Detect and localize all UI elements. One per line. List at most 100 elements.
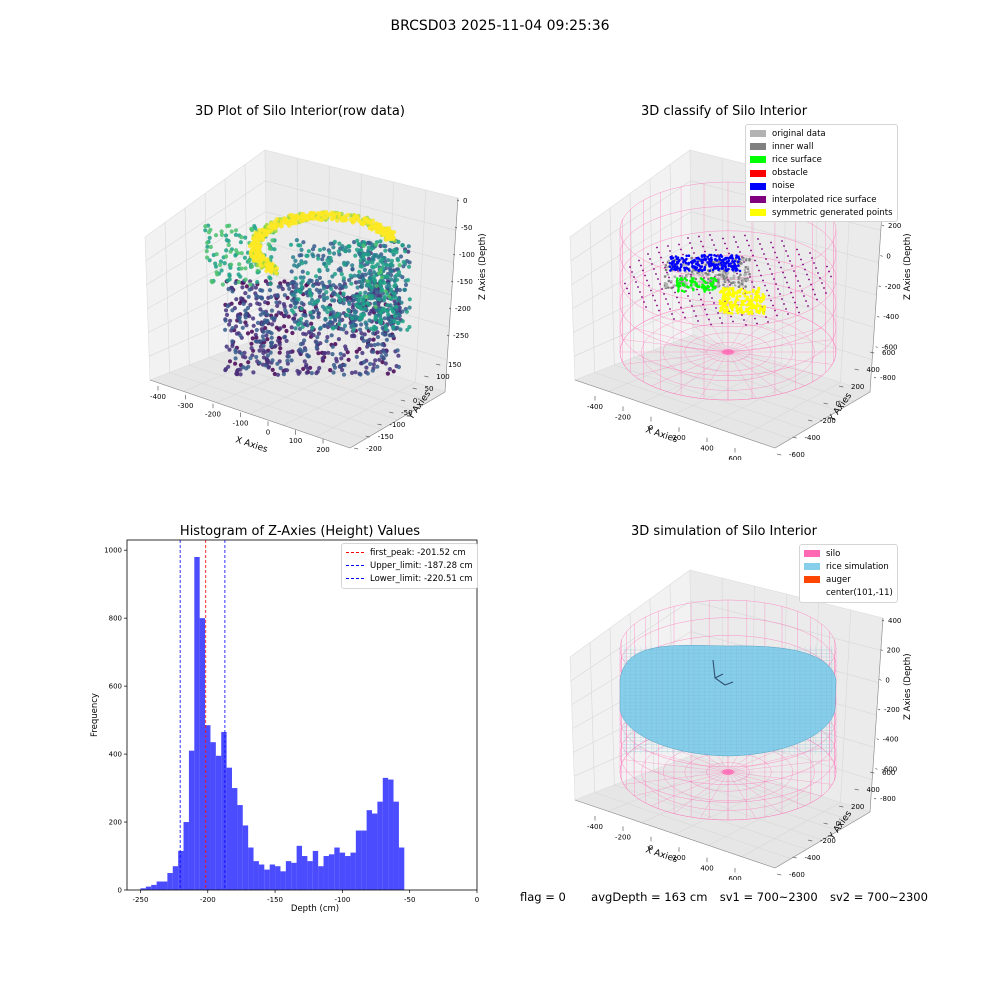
- data-point: [381, 243, 386, 248]
- data-point: [371, 276, 376, 281]
- interpolated-point: [693, 310, 695, 312]
- interpolated-point: [704, 308, 706, 311]
- legend-swatch: [346, 565, 364, 567]
- tick-mark: [448, 307, 452, 310]
- data-point: [261, 228, 266, 234]
- data-point: [314, 340, 319, 345]
- data-point: [230, 308, 235, 313]
- noise-point: [721, 266, 725, 270]
- data-point: [236, 272, 241, 277]
- data-point: [300, 279, 305, 284]
- data-point: [288, 242, 294, 247]
- tick-mark: [389, 411, 394, 414]
- data-point: [369, 246, 374, 252]
- data-point: [240, 325, 245, 330]
- data-point: [392, 314, 397, 319]
- data-point: [314, 274, 319, 279]
- z-axis-line: [444, 197, 459, 393]
- original-point: [737, 281, 740, 284]
- data-point: [227, 347, 232, 352]
- interpolated-point: [815, 267, 817, 269]
- data-point: [263, 363, 268, 368]
- legend-item: original data: [750, 127, 893, 140]
- silo-floor-spoke: [727, 771, 757, 819]
- legend-label: Upper_limit: -187.28 cm: [370, 560, 473, 571]
- data-point: [270, 358, 275, 363]
- interpolated-point: [749, 276, 751, 278]
- interpolated-point: [642, 269, 644, 272]
- noise-point: [687, 263, 690, 266]
- histogram-chart: -250 -200 -150 -100 -50 0 0 200 400 600 800 1000 D…: [90, 539, 479, 914]
- data-point: [299, 247, 304, 252]
- original-point: [716, 283, 720, 287]
- silo-floor-spoke: [623, 759, 729, 773]
- symmetric-point: [728, 311, 732, 315]
- data-point: [328, 315, 333, 320]
- panel1-z-ticks: 0 -50 -100 -150 -200 -250: [446, 197, 475, 340]
- original-point: [700, 271, 704, 274]
- data-point: [274, 266, 279, 271]
- silo-floor-spoke: [623, 339, 729, 353]
- interpolated-point: [750, 249, 752, 252]
- data-point: [272, 316, 277, 321]
- histogram-bar: [215, 755, 222, 890]
- rice-surface-point: [679, 278, 682, 281]
- noise-point: [720, 261, 723, 265]
- data-point: [317, 275, 322, 280]
- original-point: [698, 280, 701, 284]
- noise-point: [685, 257, 688, 261]
- silo-floor-spoke: [727, 771, 833, 785]
- data-point: [383, 324, 388, 329]
- data-point: [403, 282, 409, 287]
- interpolated-point: [828, 270, 830, 273]
- interpolated-point: [709, 292, 711, 294]
- data-point: [361, 252, 366, 257]
- tick-mark: [877, 315, 880, 318]
- data-point: [243, 235, 248, 240]
- tick-mark: [873, 376, 877, 379]
- tick-label: -400: [805, 854, 821, 862]
- data-point: [267, 275, 272, 280]
- silo-floor-spoke: [727, 771, 822, 797]
- data-point: [284, 328, 289, 334]
- x-tick-label: -50: [404, 896, 415, 904]
- tick-label: -400: [587, 823, 603, 831]
- silo-floor-spoke: [727, 771, 805, 807]
- tick-label: -800: [880, 374, 896, 382]
- interpolated-point: [795, 275, 797, 277]
- data-point: [245, 331, 251, 336]
- data-point: [387, 333, 392, 338]
- data-point: [234, 371, 239, 376]
- original-point: [665, 265, 669, 269]
- tick-label: 0: [886, 252, 890, 260]
- original-point: [731, 281, 735, 284]
- data-point: [389, 306, 394, 311]
- noise-point: [683, 266, 686, 270]
- noise-point: [678, 269, 682, 272]
- interpolated-point: [780, 266, 782, 269]
- original-point: [744, 258, 748, 262]
- noise-point: [729, 262, 733, 265]
- data-point: [219, 232, 224, 237]
- panel2-xlabel: X Axies: [644, 425, 679, 445]
- data-point: [257, 253, 262, 258]
- noise-point: [691, 260, 694, 263]
- original-point: [724, 273, 727, 277]
- data-point: [289, 358, 294, 363]
- interpolated-point: [703, 277, 705, 279]
- tick-mark: [792, 856, 797, 859]
- data-point: [344, 313, 349, 318]
- symmetric-point: [723, 303, 727, 307]
- data-point: [259, 257, 264, 263]
- symmetric-point: [762, 296, 765, 300]
- sv1-text: sv1 = 700~2300: [719, 890, 818, 904]
- tick-label: -50: [401, 409, 412, 417]
- noise-point: [694, 262, 698, 266]
- interpolated-point: [715, 307, 717, 309]
- data-point: [350, 263, 355, 268]
- tick-mark: [880, 649, 883, 651]
- data-point: [246, 360, 251, 365]
- data-point: [364, 365, 369, 370]
- data-point: [249, 346, 254, 351]
- symmetric-point: [735, 296, 739, 300]
